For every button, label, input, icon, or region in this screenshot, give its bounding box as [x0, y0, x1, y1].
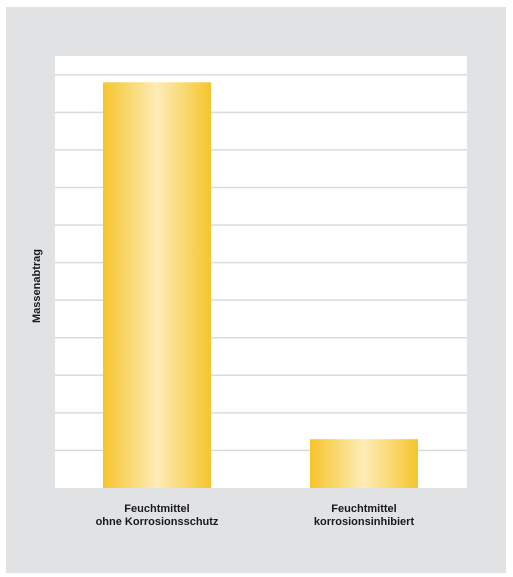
x-tick-label-line2: korrosionsinhibiert — [313, 516, 415, 528]
x-tick-label-line2: ohne Korrosionsschutz — [95, 516, 219, 528]
bar-1 — [310, 439, 418, 488]
bars — [103, 82, 418, 488]
x-tick-label-line1: Feuchtmittel — [124, 503, 190, 515]
x-tick-label-ohne-korrosionsschutz: Feuchtmittel ohne Korrosionsschutz — [67, 503, 247, 529]
x-tick-label-korrosionsinhibiert: Feuchtmittel korrosionsinhibiert — [274, 503, 454, 529]
x-tick-label-line1: Feuchtmittel — [331, 503, 397, 515]
y-axis-label: Massenabtrag — [31, 249, 43, 323]
bar-0 — [103, 82, 211, 488]
